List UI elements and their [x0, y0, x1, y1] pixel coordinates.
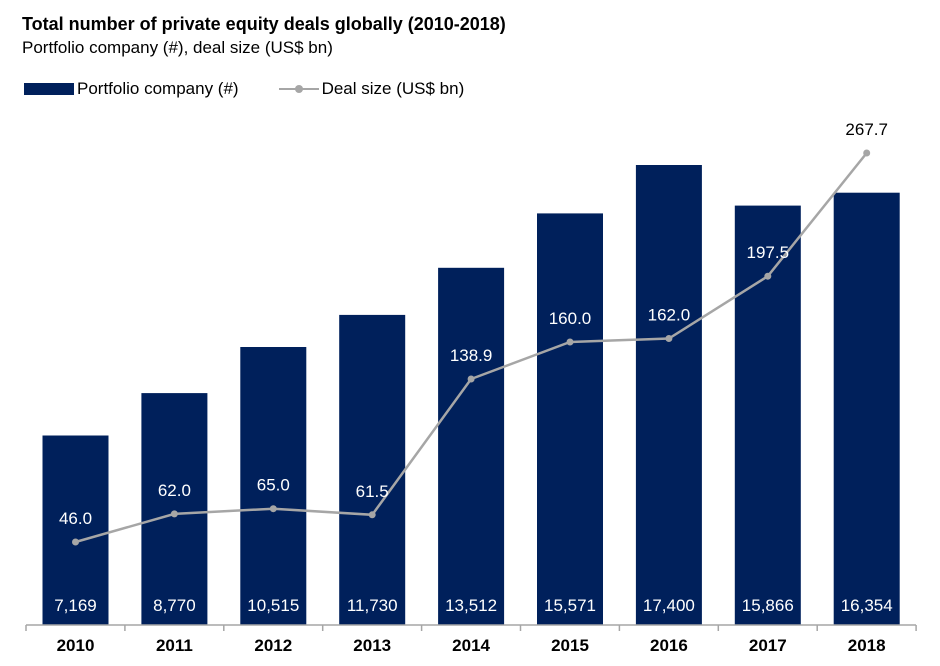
deal-size-label-2015: 160.0 [549, 309, 592, 328]
bar-label-2010: 7,169 [54, 596, 97, 615]
chart-title: Total number of private equity deals glo… [22, 14, 506, 34]
deal-size-point-2012 [269, 505, 277, 513]
deal-size-label-2013: 61.5 [356, 482, 389, 501]
legend-label-portfolio: Portfolio company (#) [77, 79, 239, 98]
x-tick-label-2017: 2017 [749, 636, 787, 655]
deal-size-point-2017 [764, 272, 772, 280]
deal-size-label-2012: 65.0 [257, 476, 290, 495]
bar-2012 [240, 347, 307, 625]
legend-label-deal-size: Deal size (US$ bn) [321, 79, 465, 98]
bar-label-2017: 15,866 [742, 596, 794, 615]
deal-size-label-2010: 46.0 [59, 509, 92, 528]
bar-label-2013: 11,730 [347, 596, 398, 615]
deal-size-label-2016: 162.0 [648, 306, 691, 325]
deal-size-label-2017: 197.5 [747, 243, 790, 262]
deal-size-point-2010 [72, 538, 79, 546]
x-tick-label-2011: 2011 [156, 636, 193, 655]
deal-size-label-2011: 62.0 [158, 481, 191, 500]
bar-2015 [537, 213, 603, 625]
deal-size-point-2018 [863, 149, 871, 157]
bar-label-2015: 15,571 [544, 596, 596, 615]
x-tick-label-2012: 2012 [254, 636, 292, 655]
bar-2017 [734, 205, 801, 625]
x-tick-label-2010: 2010 [57, 636, 95, 655]
bar-2014 [438, 267, 505, 625]
deal-size-point-2015 [566, 338, 574, 346]
legend-bar-swatch [24, 83, 74, 95]
bar-label-2016: 17,400 [643, 596, 695, 615]
chart-subtitle: Portfolio company (#), deal size (US$ bn… [22, 38, 333, 57]
deal-size-point-2013 [368, 511, 376, 519]
x-tick-label-2015: 2015 [551, 636, 589, 655]
deal-size-point-2011 [170, 510, 178, 518]
bar-label-2011: 8,770 [153, 596, 196, 615]
x-tick-label-2013: 2013 [353, 636, 391, 655]
bar-2010 [42, 435, 109, 625]
bar-2018 [833, 192, 900, 625]
bar-label-2018: 16,354 [841, 596, 893, 615]
bar-2016 [635, 165, 702, 625]
bar-2011 [141, 393, 208, 625]
legend: Portfolio company (#) Deal size (US$ bn) [24, 78, 464, 100]
deal-size-label-2014: 138.9 [450, 346, 493, 365]
bar-label-2012: 10,515 [247, 596, 299, 615]
bar-2013 [339, 314, 406, 625]
bar-label-2014: 13,512 [445, 596, 497, 615]
x-tick-label-2016: 2016 [650, 636, 688, 655]
deal-size-label-2018: 267.7 [845, 120, 888, 139]
deal-size-point-2016 [665, 335, 673, 342]
x-tick-label-2018: 2018 [848, 636, 886, 655]
deal-size-point-2014 [467, 375, 475, 383]
x-tick-label-2014: 2014 [452, 636, 490, 655]
legend-line-swatch [278, 83, 319, 95]
